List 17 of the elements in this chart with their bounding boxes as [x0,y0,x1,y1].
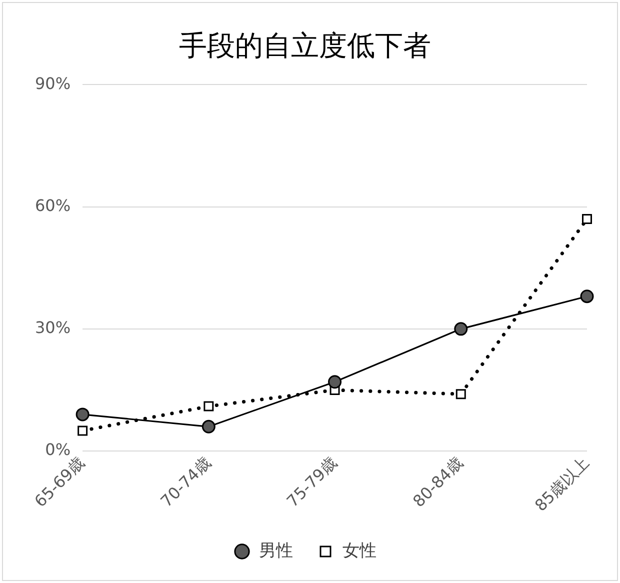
legend-label: 女性 [342,540,376,561]
point [454,322,468,336]
point [456,389,466,400]
y-tick-label: 60% [35,196,71,215]
y-tick-label: 0% [45,440,71,460]
chart-title: 手段的自立度低下者 [179,29,431,62]
point [76,408,90,422]
point [204,401,214,412]
point [328,375,342,389]
y-tick-label: 90% [35,74,71,93]
point [202,420,216,434]
point [78,426,88,436]
point [582,214,592,224]
y-tick-label: 30% [35,318,71,338]
x-tick-label: 85歳以上 [530,453,593,515]
legend-label: 男性 [259,540,293,561]
point [580,290,594,304]
